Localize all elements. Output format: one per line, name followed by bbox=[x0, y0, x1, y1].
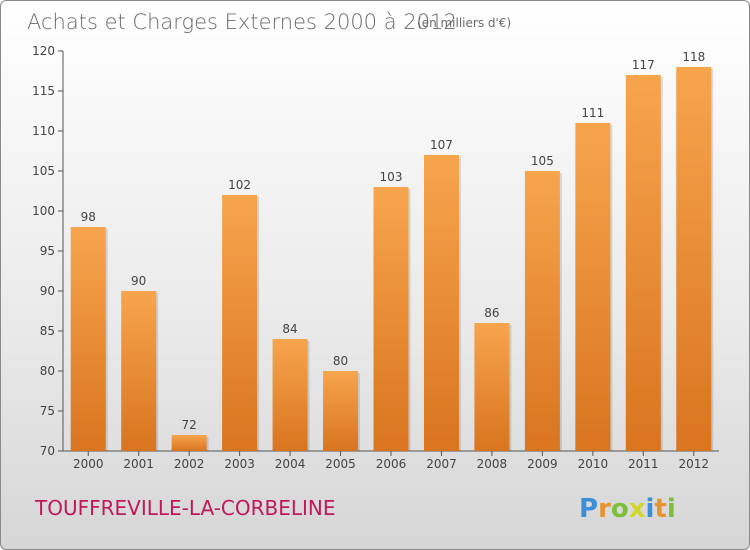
proxiti-logo: Proxiti bbox=[579, 494, 676, 524]
bar bbox=[625, 75, 661, 451]
chart-subtitle: (en milliers d'€) bbox=[417, 16, 511, 30]
x-tick-label: 2006 bbox=[376, 457, 407, 471]
bar bbox=[171, 435, 207, 451]
bar bbox=[323, 371, 359, 451]
x-tick-label: 2010 bbox=[578, 457, 609, 471]
y-tick-label: 120 bbox=[32, 44, 55, 58]
data-label: 105 bbox=[531, 154, 554, 168]
bar bbox=[70, 227, 106, 451]
axes: 70 75 80 85 90 95 100 105 110 115 120 2000 2001 2002 2… bbox=[32, 44, 719, 471]
place-name: TOUFFREVILLE-LA-CORBELINE bbox=[34, 496, 336, 520]
y-tick-label: 115 bbox=[32, 84, 55, 98]
x-tick-label: 2012 bbox=[678, 457, 709, 471]
data-label: 117 bbox=[632, 58, 655, 72]
bar bbox=[222, 195, 258, 451]
bar bbox=[474, 323, 510, 451]
logo-letter: t bbox=[654, 494, 666, 524]
x-tick-label: 2008 bbox=[477, 457, 508, 471]
logo-letter: o bbox=[611, 494, 629, 524]
x-tick-label: 2004 bbox=[275, 457, 306, 471]
bar bbox=[524, 171, 560, 451]
data-label: 84 bbox=[282, 322, 297, 336]
bars bbox=[70, 67, 714, 451]
y-tick-label: 100 bbox=[32, 204, 55, 218]
x-tick-label: 2001 bbox=[123, 457, 154, 471]
data-label: 118 bbox=[682, 50, 705, 64]
logo-letter: x bbox=[629, 494, 646, 524]
data-label: 111 bbox=[581, 106, 604, 120]
x-tick-label: 2002 bbox=[174, 457, 205, 471]
x-tick-label: 2007 bbox=[426, 457, 457, 471]
y-tick-label: 90 bbox=[40, 284, 55, 298]
bar bbox=[272, 339, 308, 451]
logo-letter: r bbox=[598, 494, 611, 524]
x-tick-label: 2005 bbox=[325, 457, 356, 471]
data-label: 107 bbox=[430, 138, 453, 152]
y-tick-label: 85 bbox=[40, 324, 55, 338]
x-tick-label: 2011 bbox=[628, 457, 659, 471]
y-tick-label: 70 bbox=[40, 444, 55, 458]
bar bbox=[423, 155, 459, 451]
data-label: 72 bbox=[182, 418, 197, 432]
logo-letter: i bbox=[646, 494, 655, 524]
data-label: 102 bbox=[228, 178, 251, 192]
data-label: 86 bbox=[484, 306, 499, 320]
x-tick-label: 2000 bbox=[73, 457, 104, 471]
data-labels: 98 90 72 102 84 80 103 107 86 105 111 117 118 bbox=[81, 50, 706, 432]
y-tick-label: 95 bbox=[40, 244, 55, 258]
bar bbox=[575, 123, 611, 451]
data-label: 90 bbox=[131, 274, 146, 288]
y-tick-label: 110 bbox=[32, 124, 55, 138]
x-tick-label: 2009 bbox=[527, 457, 558, 471]
logo-letter: P bbox=[579, 494, 598, 524]
data-label: 80 bbox=[333, 354, 348, 368]
bar bbox=[121, 291, 157, 451]
x-tick-label: 2003 bbox=[224, 457, 255, 471]
bar bbox=[373, 187, 409, 451]
data-label: 103 bbox=[380, 170, 403, 184]
data-label: 98 bbox=[81, 210, 96, 224]
y-tick-label: 105 bbox=[32, 164, 55, 178]
y-tick-label: 75 bbox=[40, 404, 55, 418]
y-tick-label: 80 bbox=[40, 364, 55, 378]
logo-letter: i bbox=[667, 494, 676, 524]
chart-title: Achats et Charges Externes 2000 à 2012 bbox=[27, 10, 457, 34]
bar bbox=[676, 67, 712, 451]
